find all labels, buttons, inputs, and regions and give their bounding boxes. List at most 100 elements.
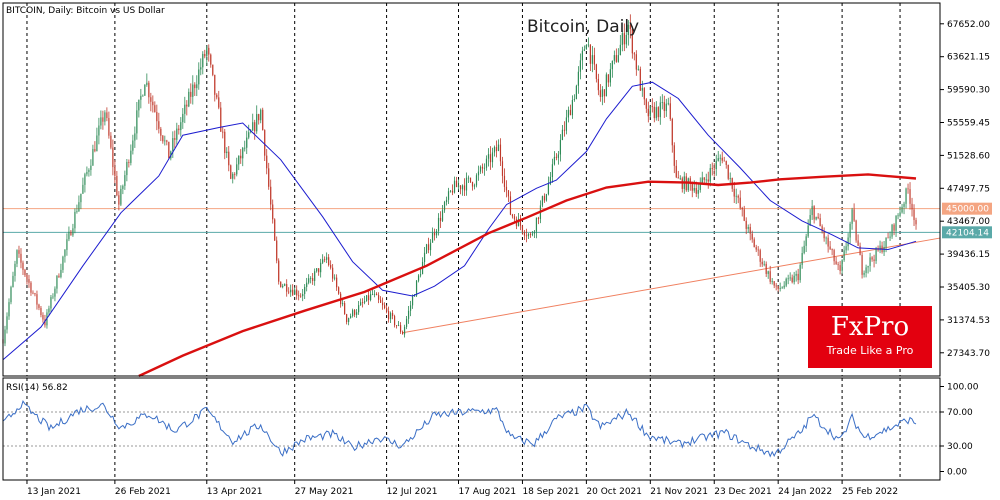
candle-body: [717, 158, 719, 161]
candle-body: [393, 316, 396, 326]
candle-body: [56, 275, 58, 289]
candle-body: [657, 107, 659, 118]
candle-body: [168, 141, 170, 159]
candle-body: [553, 156, 556, 165]
rsi-tick-label: 0.00: [947, 468, 967, 478]
candle-body: [803, 245, 805, 254]
candle-body: [887, 237, 889, 239]
candle-body: [443, 202, 446, 211]
candle-body: [585, 45, 587, 50]
candle-body: [693, 188, 695, 191]
candle-body: [845, 246, 847, 251]
candle-body: [775, 285, 777, 287]
candle-body: [182, 113, 184, 123]
candle-body: [687, 178, 689, 191]
candle-body: [352, 310, 354, 316]
candle-body: [653, 106, 655, 119]
candle-body: [625, 34, 627, 45]
candle-body: [260, 109, 262, 121]
candle-body: [10, 287, 12, 303]
candle-body: [354, 310, 356, 315]
candle-body: [66, 239, 68, 250]
candle-body: [567, 109, 569, 118]
candle-body: [274, 219, 276, 241]
candle-body: [100, 117, 102, 126]
candle-body: [563, 129, 566, 131]
candle-body: [190, 91, 192, 97]
candle-body: [727, 164, 729, 179]
candle-body: [160, 128, 162, 136]
candle-body: [677, 177, 679, 179]
candle-body: [110, 135, 112, 148]
candle-body: [913, 209, 915, 221]
candle-body: [699, 182, 701, 191]
candle-body: [605, 74, 607, 97]
candle-body: [26, 275, 28, 280]
candle-body: [364, 301, 366, 303]
candle-body: [903, 203, 905, 207]
candle-body: [401, 331, 404, 335]
candle-body: [236, 164, 238, 175]
candle-body: [106, 112, 108, 119]
candle-body: [240, 155, 242, 159]
candle-body: [777, 286, 779, 289]
candle-body: [90, 165, 92, 170]
candle-body: [439, 217, 442, 221]
candle-body: [819, 218, 821, 227]
candle-body: [304, 286, 306, 295]
candle-body: [204, 53, 206, 57]
candle-body: [348, 318, 350, 322]
candle-body: [52, 296, 54, 298]
candle-body: [224, 131, 226, 154]
candle-body: [158, 121, 160, 129]
candle-body: [611, 60, 613, 70]
candle-body: [889, 236, 891, 238]
candle-body: [174, 138, 176, 140]
rsi-line: [2, 399, 917, 458]
candle-body: [220, 107, 222, 132]
candle-body: [262, 109, 264, 131]
candle-body: [719, 157, 721, 159]
candle-body: [48, 308, 50, 313]
candle-body: [312, 278, 314, 281]
candle-body: [473, 185, 476, 187]
candle-body: [797, 273, 799, 281]
candle-body: [771, 281, 773, 282]
candle-body: [487, 154, 490, 159]
candle-body: [781, 287, 783, 289]
candle-body: [695, 188, 697, 194]
candle-body: [805, 236, 807, 246]
candle-body: [865, 267, 867, 273]
candle-body: [276, 240, 278, 261]
candle-body: [144, 84, 146, 96]
candle-body: [769, 271, 771, 282]
candle-body: [431, 232, 434, 243]
candle-body: [272, 204, 274, 220]
candle-body: [423, 252, 426, 263]
candle-body: [849, 223, 851, 238]
candle-body: [30, 282, 32, 293]
candle-body: [481, 166, 484, 169]
candle-body: [192, 84, 194, 97]
candle-body: [316, 268, 318, 272]
candle-body: [571, 100, 573, 116]
candle-body: [409, 305, 412, 311]
candle-body: [212, 64, 214, 75]
candle-body: [391, 313, 394, 317]
price-tick-label: 43467.00: [947, 217, 990, 227]
candle-body: [575, 85, 577, 100]
candle-body: [150, 97, 152, 102]
candle-body: [753, 239, 755, 248]
candle-body: [447, 191, 450, 200]
candle-body: [14, 263, 16, 276]
candle-body: [290, 289, 292, 293]
candle-body: [248, 132, 250, 138]
candle-body: [561, 129, 564, 141]
candle-body: [565, 117, 567, 131]
candle-body: [823, 231, 825, 239]
moving-averages: [2, 81, 917, 378]
candle-body: [376, 293, 378, 296]
candle-body: [535, 217, 538, 232]
candle-body: [485, 158, 488, 168]
level-badge: [942, 202, 992, 215]
